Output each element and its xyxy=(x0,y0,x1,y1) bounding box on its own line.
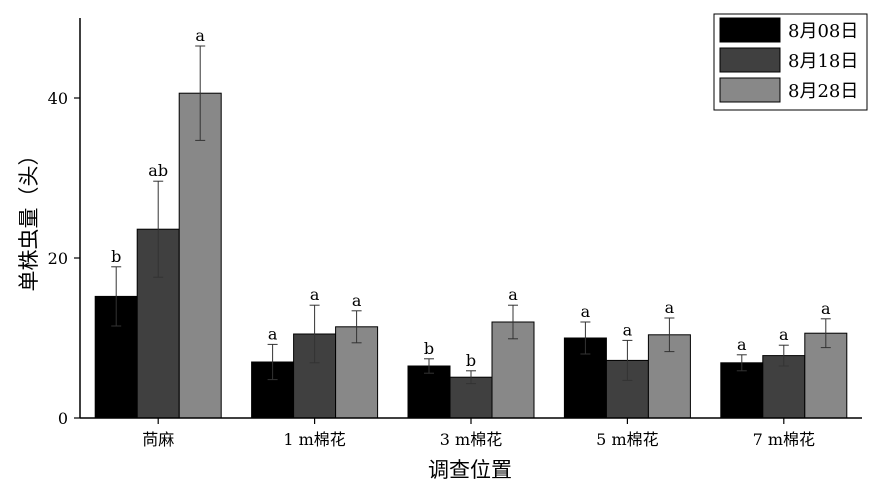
y-tick-label: 0 xyxy=(58,409,68,428)
bar xyxy=(720,362,764,419)
x-axis-title: 调查位置 xyxy=(428,458,512,482)
significance-label: a xyxy=(779,325,789,344)
y-tick-label: 40 xyxy=(48,89,68,108)
significance-label: a xyxy=(821,299,831,318)
significance-label: a xyxy=(737,335,747,354)
significance-label: a xyxy=(195,26,205,45)
legend: 8月08日 8月18日 8月28日 xyxy=(713,13,868,111)
bar xyxy=(407,365,451,419)
x-tick-label: 3 m棉花 xyxy=(440,430,502,449)
significance-label: ab xyxy=(148,161,168,180)
significance-label: b xyxy=(466,351,476,370)
legend-label: 8月08日 xyxy=(788,21,858,42)
legend-label: 8月18日 xyxy=(788,51,858,72)
x-tick-label: 1 m棉花 xyxy=(283,430,345,449)
significance-label: a xyxy=(268,324,278,343)
bar xyxy=(178,92,222,419)
x-tick-label: 7 m棉花 xyxy=(753,430,815,449)
y-tick-label: 20 xyxy=(48,249,68,268)
significance-label: a xyxy=(665,298,675,317)
axes: 0 20 40 苘麻 1 m棉花 3 m棉花 5 m棉花 7 m棉花 xyxy=(48,18,862,449)
x-tick-label: 苘麻 xyxy=(142,430,174,449)
significance-label: a xyxy=(352,291,362,310)
significance-label: b xyxy=(111,247,121,266)
significance-label: a xyxy=(623,320,633,339)
significance-label: b xyxy=(424,339,434,358)
y-axis-title: 单株虫量（头） xyxy=(17,145,41,292)
legend-label: 8月28日 xyxy=(788,81,858,102)
x-tick-label: 5 m棉花 xyxy=(596,430,658,449)
significance-label: a xyxy=(508,285,518,304)
legend-swatch xyxy=(719,17,781,43)
legend-swatch xyxy=(719,47,781,73)
significance-label: a xyxy=(581,302,591,321)
significance-label: a xyxy=(310,285,320,304)
legend-swatch xyxy=(719,77,781,103)
